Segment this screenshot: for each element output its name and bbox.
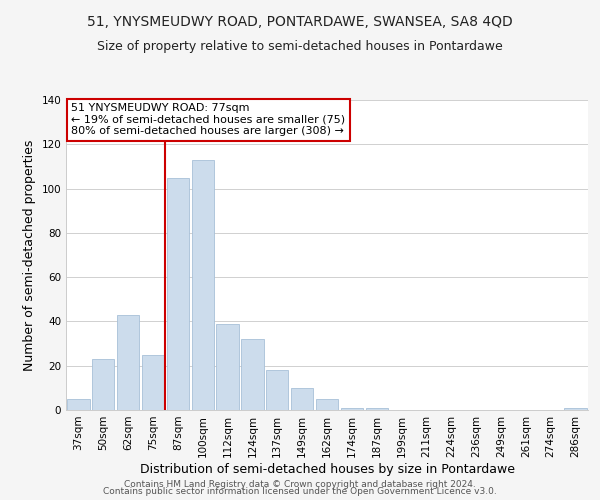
Bar [291, 388, 313, 410]
Text: 51, YNYSMEUDWY ROAD, PONTARDAWE, SWANSEA, SA8 4QD: 51, YNYSMEUDWY ROAD, PONTARDAWE, SWANSEA… [87, 15, 513, 29]
Bar [167, 178, 189, 410]
Text: Size of property relative to semi-detached houses in Pontardawe: Size of property relative to semi-detach… [97, 40, 503, 53]
Bar [565, 408, 587, 410]
Y-axis label: Number of semi-detached properties: Number of semi-detached properties [23, 140, 36, 370]
Bar [92, 359, 115, 410]
Bar [217, 324, 239, 410]
Bar [341, 408, 363, 410]
Bar [191, 160, 214, 410]
Bar [266, 370, 289, 410]
Bar [117, 315, 139, 410]
Bar [365, 408, 388, 410]
Bar [316, 399, 338, 410]
Text: Contains HM Land Registry data © Crown copyright and database right 2024.: Contains HM Land Registry data © Crown c… [124, 480, 476, 489]
Text: Contains public sector information licensed under the Open Government Licence v3: Contains public sector information licen… [103, 488, 497, 496]
Bar [241, 339, 263, 410]
Text: 51 YNYSMEUDWY ROAD: 77sqm
← 19% of semi-detached houses are smaller (75)
80% of : 51 YNYSMEUDWY ROAD: 77sqm ← 19% of semi-… [71, 103, 346, 136]
Bar [67, 399, 89, 410]
X-axis label: Distribution of semi-detached houses by size in Pontardawe: Distribution of semi-detached houses by … [139, 462, 515, 475]
Bar [142, 354, 164, 410]
